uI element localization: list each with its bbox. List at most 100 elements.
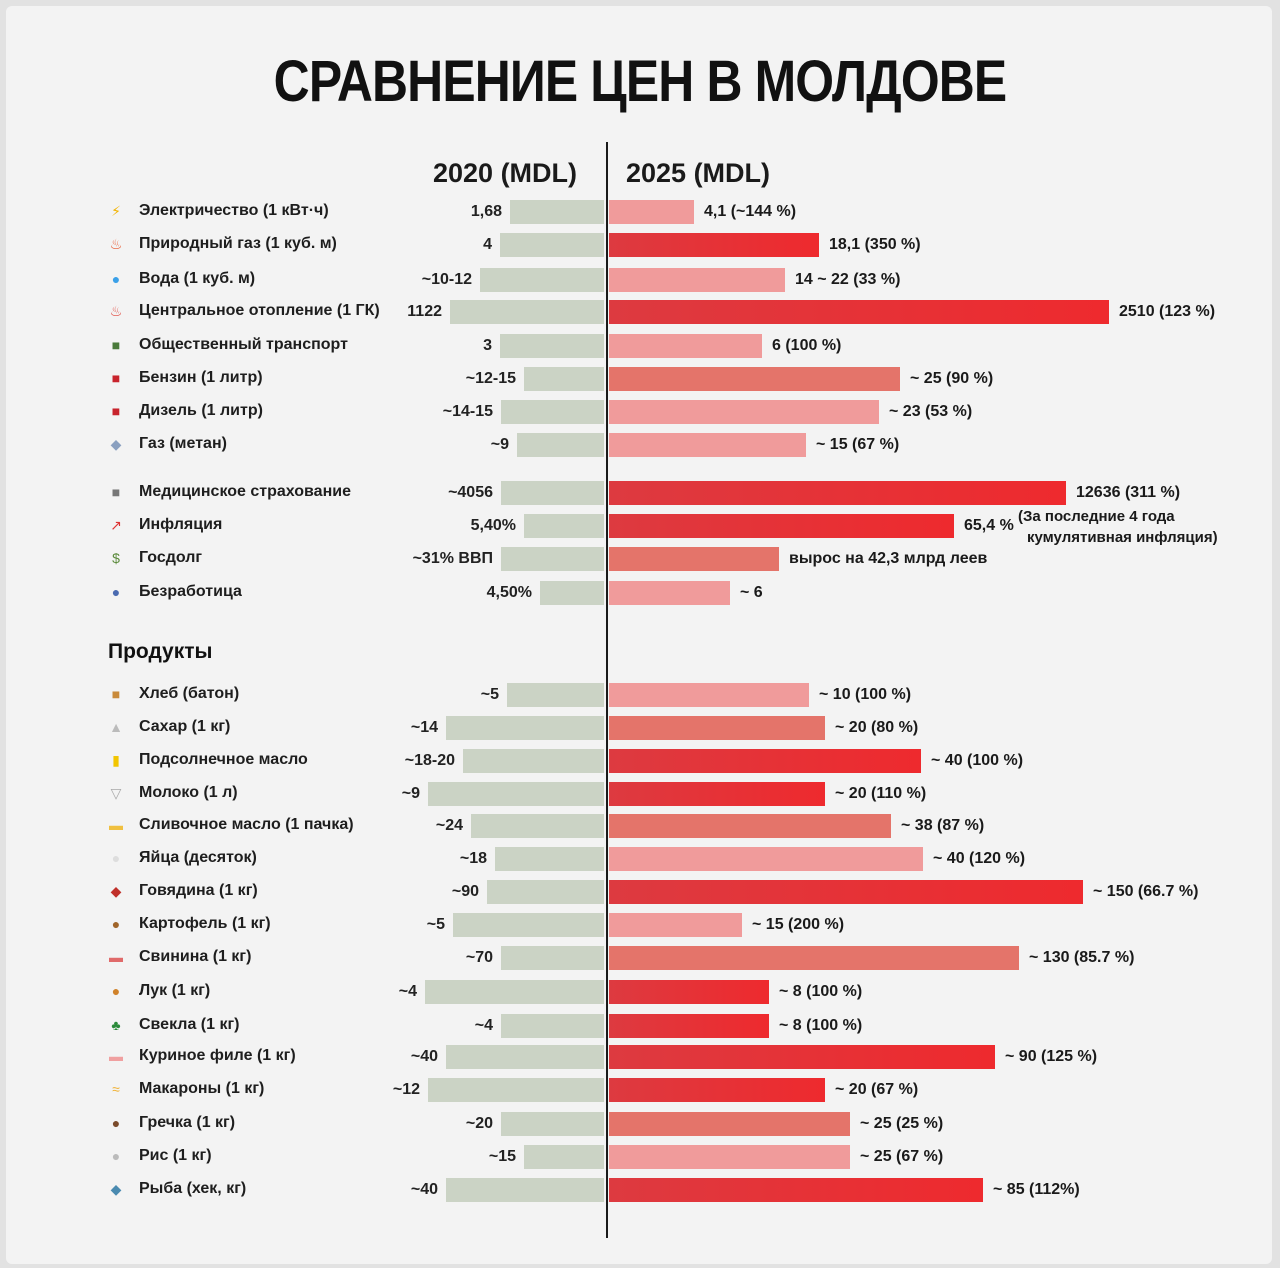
value-2020: 4 bbox=[483, 236, 492, 253]
row-label: Безработица bbox=[139, 583, 242, 600]
bread-icon: ■ bbox=[111, 686, 121, 702]
row-label: Дизель (1 литр) bbox=[139, 402, 263, 419]
bar-2020 bbox=[501, 946, 604, 970]
row-label: Говядина (1 кг) bbox=[139, 882, 258, 899]
bar-2025 bbox=[609, 334, 762, 358]
chicken-icon: ▬ bbox=[109, 1048, 123, 1064]
bar-2025 bbox=[609, 1014, 769, 1038]
droplet-icon: ● bbox=[111, 271, 121, 287]
pasta-icon: ≈ bbox=[112, 1081, 120, 1097]
value-2020: ~12 bbox=[392, 1081, 420, 1098]
value-2020: ~9 bbox=[401, 785, 420, 802]
value-2025: 6 (100 %) bbox=[772, 337, 842, 354]
chart-row: ▲ Сахар (1 кг) ~14 ~ 20 (80 %) bbox=[0, 716, 1280, 740]
value-2025: ~ 6 bbox=[740, 584, 763, 601]
value-2025: ~ 8 (100 %) bbox=[779, 983, 863, 1000]
value-2020: ~20 bbox=[465, 1115, 493, 1132]
onion-icon: ● bbox=[111, 983, 121, 999]
infographic-card bbox=[6, 6, 1272, 1264]
bar-2020 bbox=[471, 814, 604, 838]
bar-2025 bbox=[609, 946, 1019, 970]
value-2025: ~ 20 (110 %) bbox=[835, 785, 927, 802]
value-2020: ~24 bbox=[435, 817, 463, 834]
people-icon: ● bbox=[111, 584, 121, 600]
row-label: Электричество (1 кВт·ч) bbox=[139, 202, 329, 219]
value-2020: 5,40% bbox=[470, 517, 516, 534]
bar-2020 bbox=[517, 433, 604, 457]
value-2025: ~ 85 (112%) bbox=[993, 1181, 1080, 1198]
bar-2020 bbox=[501, 481, 604, 505]
value-2025: ~ 20 (80 %) bbox=[835, 719, 919, 736]
value-2020: ~4056 bbox=[448, 484, 493, 501]
value-2020: ~40 bbox=[410, 1181, 438, 1198]
row-label: Рыба (хек, кг) bbox=[139, 1180, 247, 1197]
bar-2025 bbox=[609, 782, 825, 806]
value-2020: ~5 bbox=[480, 686, 499, 703]
row-label: Гречка (1 кг) bbox=[139, 1114, 236, 1131]
row-label: Инфляция bbox=[139, 516, 223, 533]
page-title: СРАВНЕНИЕ ЦЕН В МОЛДОВЕ bbox=[273, 49, 1008, 114]
bar-2025 bbox=[609, 400, 879, 424]
value-2020: ~5 bbox=[426, 916, 445, 933]
bar-2020 bbox=[507, 683, 604, 707]
value-2020: ~14 bbox=[410, 719, 438, 736]
bar-2020 bbox=[453, 913, 604, 937]
rice-icon: ● bbox=[111, 1148, 121, 1164]
chart-row: ■ Дизель (1 литр) ~14-15 ~ 23 (53 %) bbox=[0, 400, 1280, 424]
chart-row: ● Рис (1 кг) ~15 ~ 25 (67 %) bbox=[0, 1145, 1280, 1169]
chart-row: ♨ Центральное отопление (1 ГК) 1122 2510 (1… bbox=[0, 300, 1280, 324]
lightning-icon: ⚡ bbox=[111, 203, 121, 219]
value-2025: ~ 23 (53 %) bbox=[889, 403, 973, 420]
bar-2020 bbox=[428, 1078, 604, 1102]
center-axis bbox=[606, 142, 608, 1238]
inflation-note-line2: кумулятивная инфляция) bbox=[1027, 529, 1218, 546]
row-label: Сливочное масло (1 пачка) bbox=[139, 816, 354, 833]
bar-2020 bbox=[425, 980, 604, 1004]
value-2025: 2510 (123 %) bbox=[1119, 303, 1216, 320]
bar-2020 bbox=[463, 749, 604, 773]
bar-2025 bbox=[609, 514, 954, 538]
bar-2020 bbox=[500, 233, 604, 257]
value-2025: ~ 150 (66.7 %) bbox=[1093, 883, 1199, 900]
chart-row: ◆ Рыба (хек, кг) ~40 ~ 85 (112%) bbox=[0, 1178, 1280, 1202]
bar-2025 bbox=[609, 913, 742, 937]
bar-2025 bbox=[609, 481, 1066, 505]
row-label: Хлеб (батон) bbox=[139, 685, 240, 702]
fire-icon: ♨ bbox=[109, 236, 123, 252]
value-2020: ~31% ВВП bbox=[412, 550, 493, 567]
bar-2020 bbox=[446, 1045, 604, 1069]
bar-2025 bbox=[609, 233, 819, 257]
value-2025: ~ 40 (120 %) bbox=[933, 850, 1026, 867]
chart-row: ♣ Свекла (1 кг) ~4 ~ 8 (100 %) bbox=[0, 1014, 1280, 1038]
row-label: Рис (1 кг) bbox=[139, 1147, 212, 1164]
value-2025: ~ 90 (125 %) bbox=[1005, 1048, 1098, 1065]
value-2020: 1122 bbox=[407, 303, 442, 320]
value-2025: ~ 8 (100 %) bbox=[779, 1017, 863, 1034]
row-label: Картофель (1 кг) bbox=[139, 915, 271, 932]
row-label: Макароны (1 кг) bbox=[139, 1080, 265, 1097]
value-2020: ~90 bbox=[451, 883, 479, 900]
row-label: Бензин (1 литр) bbox=[139, 369, 263, 386]
row-label: Подсолнечное масло bbox=[139, 751, 308, 768]
bar-2020 bbox=[500, 334, 604, 358]
row-label: Вода (1 куб. м) bbox=[139, 270, 256, 287]
chart-row: ● Безработица 4,50% ~ 6 bbox=[0, 581, 1280, 605]
bar-2020 bbox=[501, 547, 604, 571]
bar-2020 bbox=[501, 1014, 604, 1038]
bar-2025 bbox=[609, 716, 825, 740]
bar-2025 bbox=[609, 814, 891, 838]
bar-2025 bbox=[609, 547, 779, 571]
value-2020: ~40 bbox=[410, 1048, 438, 1065]
value-2020: 3 bbox=[483, 337, 492, 354]
bar-2020 bbox=[487, 880, 604, 904]
row-label: Общественный транспорт bbox=[139, 336, 348, 353]
value-2025: ~ 10 (100 %) bbox=[819, 686, 912, 703]
row-label: Центральное отопление (1 ГК) bbox=[139, 302, 380, 319]
chart-row: $ Госдолг ~31% ВВП вырос на 42,3 млрд леев bbox=[0, 547, 1280, 571]
chart-row: ▬ Свинина (1 кг) ~70 ~ 130 (85.7 %) bbox=[0, 946, 1280, 970]
inflation-note-line1: (За последние 4 года bbox=[1018, 508, 1175, 525]
bar-2020 bbox=[450, 300, 604, 324]
row-label: Свекла (1 кг) bbox=[139, 1016, 240, 1033]
row-label: Молоко (1 л) bbox=[139, 784, 238, 801]
oil-bottle-icon: ▮ bbox=[112, 752, 120, 768]
